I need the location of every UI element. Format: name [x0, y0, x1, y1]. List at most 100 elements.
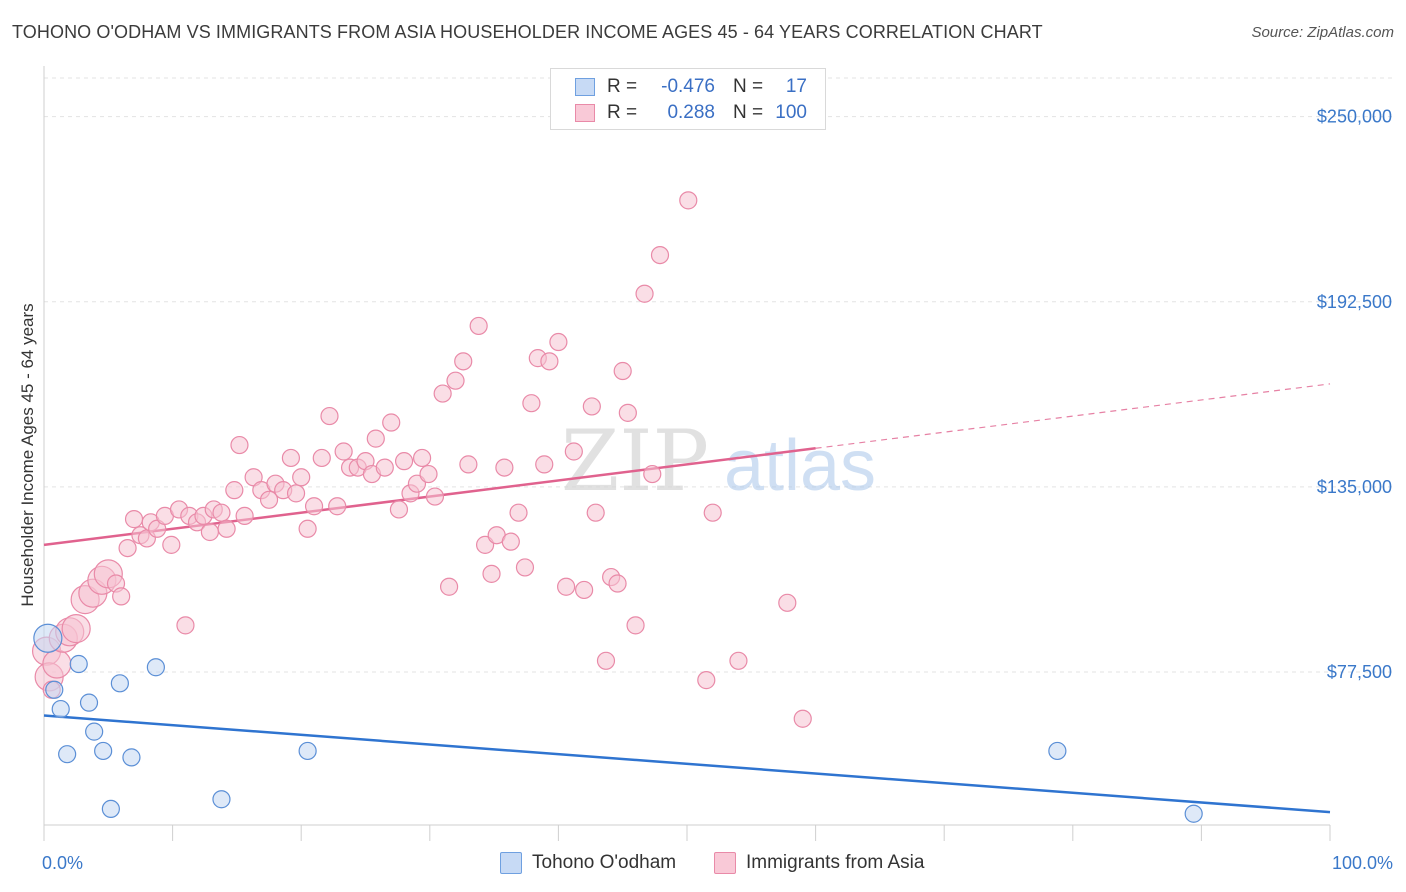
data-point	[225, 481, 244, 500]
data-point	[618, 403, 637, 422]
data-point	[110, 674, 129, 693]
data-point	[312, 448, 331, 468]
x-tick-label: 100.0%	[1332, 853, 1393, 873]
data-point	[596, 651, 616, 670]
data-point	[703, 503, 722, 522]
data-point	[124, 510, 144, 529]
data-point	[176, 616, 195, 635]
data-point	[292, 468, 311, 487]
data-point	[118, 538, 137, 558]
data-point	[433, 384, 452, 403]
data-point	[540, 352, 559, 371]
data-point	[729, 651, 748, 670]
watermark-zip: ZIP	[561, 412, 709, 510]
data-point	[407, 474, 427, 493]
series-immigrants-from-asia	[31, 191, 812, 728]
legend: R = -0.476 N = 17 R = 0.288 N = 100	[550, 68, 826, 130]
data-point	[582, 397, 601, 416]
data-point	[85, 722, 104, 741]
data-point	[281, 448, 301, 468]
data-point	[679, 191, 698, 210]
bottom-legend-swatch-asia	[714, 852, 736, 874]
data-point	[419, 464, 438, 484]
data-point	[446, 371, 465, 390]
x-tick-label: 0.0%	[42, 853, 83, 873]
legend-r-label: R =	[607, 76, 638, 97]
data-point	[482, 564, 501, 583]
data-point	[304, 497, 324, 516]
legend-row-asia: R = 0.288 N = 100	[575, 101, 807, 125]
data-point	[425, 487, 445, 506]
y-axis-label: Householder Income Ages 45 - 64 years	[18, 303, 37, 606]
data-point	[382, 413, 401, 432]
legend-n-label: N =	[733, 102, 764, 123]
data-point	[778, 593, 797, 612]
data-point	[1184, 804, 1203, 823]
axes	[43, 66, 1331, 841]
data-point	[501, 532, 520, 551]
data-point	[586, 503, 605, 522]
data-point	[334, 442, 353, 461]
data-point	[45, 680, 64, 699]
data-point	[162, 535, 181, 554]
legend-r-label: R =	[607, 102, 638, 123]
y-tick-label: $135,000	[1317, 477, 1392, 497]
data-point	[212, 503, 231, 522]
data-point	[375, 458, 394, 477]
data-point	[535, 455, 554, 474]
watermark: ZIP atlas	[561, 412, 876, 510]
data-point	[217, 519, 236, 538]
data-point	[643, 464, 662, 484]
legend-row-tohono: R = -0.476 N = 17	[575, 75, 807, 99]
data-points	[31, 191, 1203, 823]
tick-labels: $77,500 $135,000 $192,500 $250,000 0.0% 100.0…	[42, 107, 1393, 873]
data-point	[549, 332, 568, 352]
data-point	[235, 506, 254, 525]
data-point	[61, 613, 91, 644]
legend-r-value: 0.288	[667, 102, 715, 123]
data-point	[79, 693, 99, 712]
y-tick-label: $77,500	[1327, 662, 1392, 682]
data-point	[793, 709, 812, 728]
data-point	[58, 745, 77, 764]
series-tohono-oodham	[33, 623, 1203, 823]
data-point	[366, 429, 385, 448]
data-point	[522, 394, 541, 413]
data-point	[439, 577, 459, 596]
data-point	[259, 490, 279, 509]
watermark-atlas: atlas	[724, 426, 876, 506]
data-point	[469, 316, 488, 336]
bottom-legend-label-tohono: Tohono O'odham	[532, 852, 677, 873]
bottom-legend-swatch-tohono	[500, 852, 522, 874]
bottom-legend-tohono: Tohono O'odham	[500, 852, 676, 874]
data-point	[459, 455, 478, 474]
trend-line-extension-asia	[815, 383, 1331, 449]
data-point	[515, 558, 535, 577]
data-point	[613, 361, 632, 381]
data-point	[394, 452, 414, 471]
data-point	[626, 616, 645, 635]
data-point	[200, 522, 219, 542]
chart-title: TOHONO O'ODHAM VS IMMIGRANTS FROM ASIA H…	[12, 22, 1043, 42]
legend-n-value: 17	[785, 76, 807, 97]
data-point	[650, 245, 670, 265]
y-tick-label: $250,000	[1317, 107, 1392, 127]
data-point	[635, 284, 654, 303]
data-point	[298, 741, 317, 761]
data-point	[608, 574, 627, 593]
legend-n-value: 100	[775, 102, 807, 123]
data-point	[412, 448, 432, 468]
data-point	[146, 658, 165, 677]
data-point	[122, 748, 141, 767]
bottom-legend-label-asia: Immigrants from Asia	[746, 852, 925, 873]
data-point	[298, 519, 317, 538]
data-point	[495, 458, 514, 477]
data-point	[475, 535, 495, 554]
data-point	[42, 649, 72, 679]
data-point	[51, 699, 70, 719]
bottom-legend-asia: Immigrants from Asia	[714, 852, 924, 874]
trend-line-tohono	[43, 714, 1331, 814]
data-point	[320, 406, 339, 426]
data-point	[557, 577, 576, 596]
